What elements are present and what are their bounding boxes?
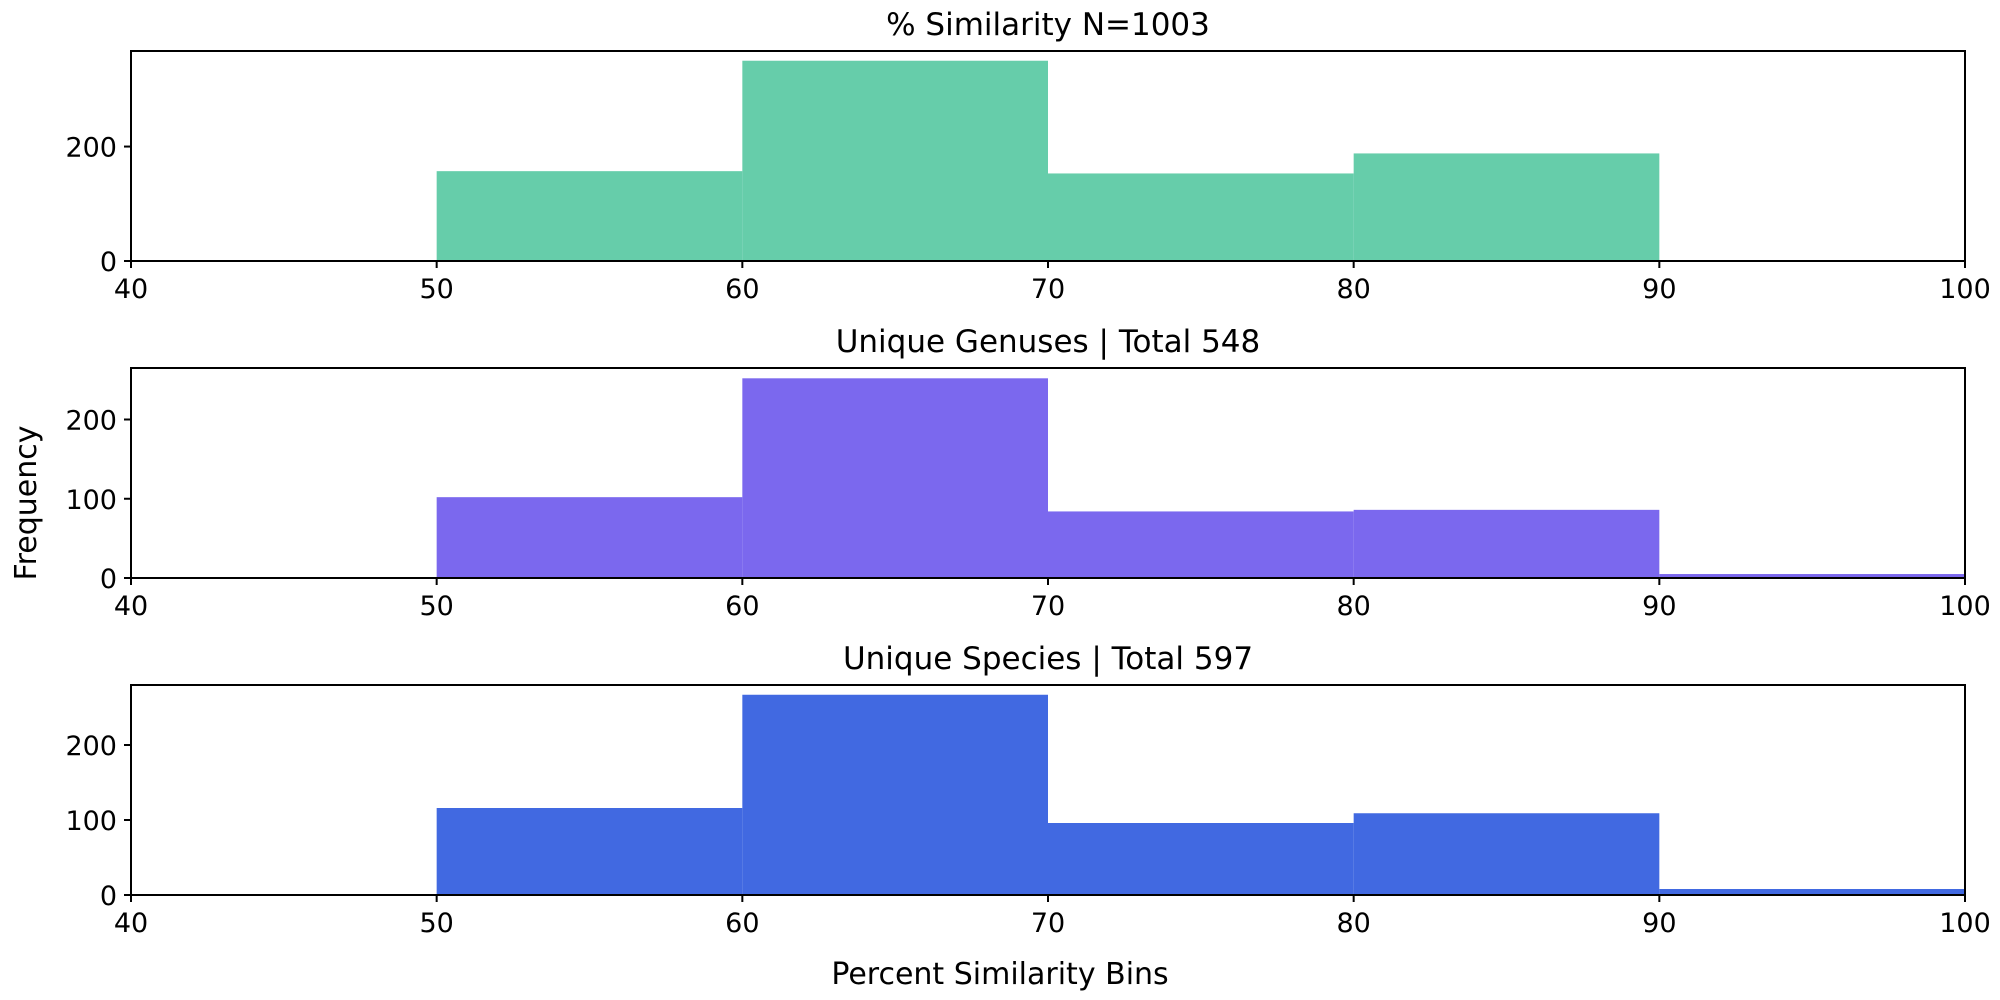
x-tick-label: 100 xyxy=(1939,908,1991,939)
panel-title: % Similarity N=1003 xyxy=(886,7,1210,43)
y-tick-label: 0 xyxy=(100,564,117,595)
x-tick-label: 100 xyxy=(1939,591,1991,622)
histogram-bar xyxy=(1048,173,1354,261)
panel-title: Unique Genuses | Total 548 xyxy=(836,324,1261,360)
x-tick-label: 70 xyxy=(1031,591,1065,622)
x-tick-label: 80 xyxy=(1336,274,1370,305)
histogram-bar xyxy=(1659,889,1965,895)
y-tick-label: 100 xyxy=(65,485,117,516)
x-tick-label: 100 xyxy=(1939,274,1991,305)
x-tick-label: 90 xyxy=(1642,274,1676,305)
x-tick-label: 50 xyxy=(419,908,453,939)
y-tick-label: 200 xyxy=(65,731,117,762)
x-tick-label: 90 xyxy=(1642,908,1676,939)
histogram-panel-1: % Similarity N=1003 40 50 60 70 80 90 100 0 200 xyxy=(65,7,1990,305)
panel-title: Unique Species | Total 597 xyxy=(843,641,1253,677)
figure-xlabel: Percent Similarity Bins xyxy=(831,957,1168,992)
y-tick-label: 200 xyxy=(65,406,117,437)
histogram-bar xyxy=(742,694,1048,895)
histogram-bar xyxy=(742,60,1048,261)
x-tick-label: 60 xyxy=(725,274,759,305)
x-tick-label: 50 xyxy=(419,274,453,305)
x-tick-label: 80 xyxy=(1336,591,1370,622)
histogram-bar xyxy=(436,171,743,261)
y-tick-label: 0 xyxy=(100,881,117,912)
x-tick-label: 50 xyxy=(419,591,453,622)
histogram-panel-3: Unique Species | Total 597 40 50 60 70 80 90 10… xyxy=(65,641,1990,939)
histogram-bar xyxy=(1353,509,1660,578)
x-tick-label: 40 xyxy=(114,591,148,622)
histogram-bar xyxy=(436,497,743,578)
x-tick-label: 40 xyxy=(114,908,148,939)
histogram-bar xyxy=(436,808,743,895)
y-tick-label: 0 xyxy=(100,247,117,278)
histogram-bar xyxy=(1048,823,1354,895)
x-tick-label: 70 xyxy=(1031,274,1065,305)
x-tick-label: 70 xyxy=(1031,908,1065,939)
y-tick-label: 200 xyxy=(65,133,117,164)
y-tick-label: 100 xyxy=(65,806,117,837)
x-tick-label: 60 xyxy=(725,591,759,622)
histogram-bar xyxy=(742,378,1048,578)
histogram-bar xyxy=(1048,511,1354,578)
histogram-bar xyxy=(1353,813,1660,895)
x-tick-label: 80 xyxy=(1336,908,1370,939)
x-tick-label: 90 xyxy=(1642,591,1676,622)
x-tick-label: 40 xyxy=(114,274,148,305)
histogram-panel-2: Unique Genuses | Total 548 40 50 60 70 80 90 10… xyxy=(65,324,1990,622)
histogram-bar xyxy=(1659,574,1965,578)
figure-ylabel: Frequency xyxy=(9,426,44,581)
x-tick-label: 60 xyxy=(725,908,759,939)
histogram-bar xyxy=(1353,153,1660,261)
